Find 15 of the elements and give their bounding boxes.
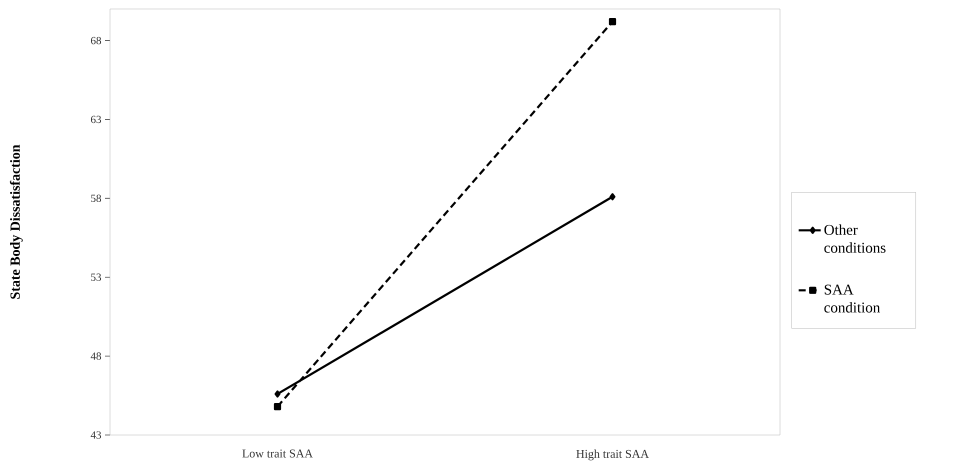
y-tick-label: 68: [90, 36, 102, 44]
point: [274, 403, 282, 410]
y-tick-label: 58: [91, 194, 102, 202]
legend-label: SAA condition: [824, 284, 880, 313]
point: [610, 193, 616, 200]
y-axis-title: State Body Dissatisfaction: [10, 144, 23, 299]
y-tick-label: 63: [90, 116, 102, 124]
y-tick-label: 48: [90, 352, 102, 360]
y-tick-label: 43: [90, 431, 102, 439]
legend-label: Other conditions: [824, 224, 886, 253]
y-tick-label: 53: [91, 274, 102, 281]
point: [274, 390, 280, 398]
x-tick-label: Low trait SAA: [242, 450, 313, 458]
point: [608, 18, 616, 26]
x-tick-label: High trait SAA: [576, 450, 649, 460]
